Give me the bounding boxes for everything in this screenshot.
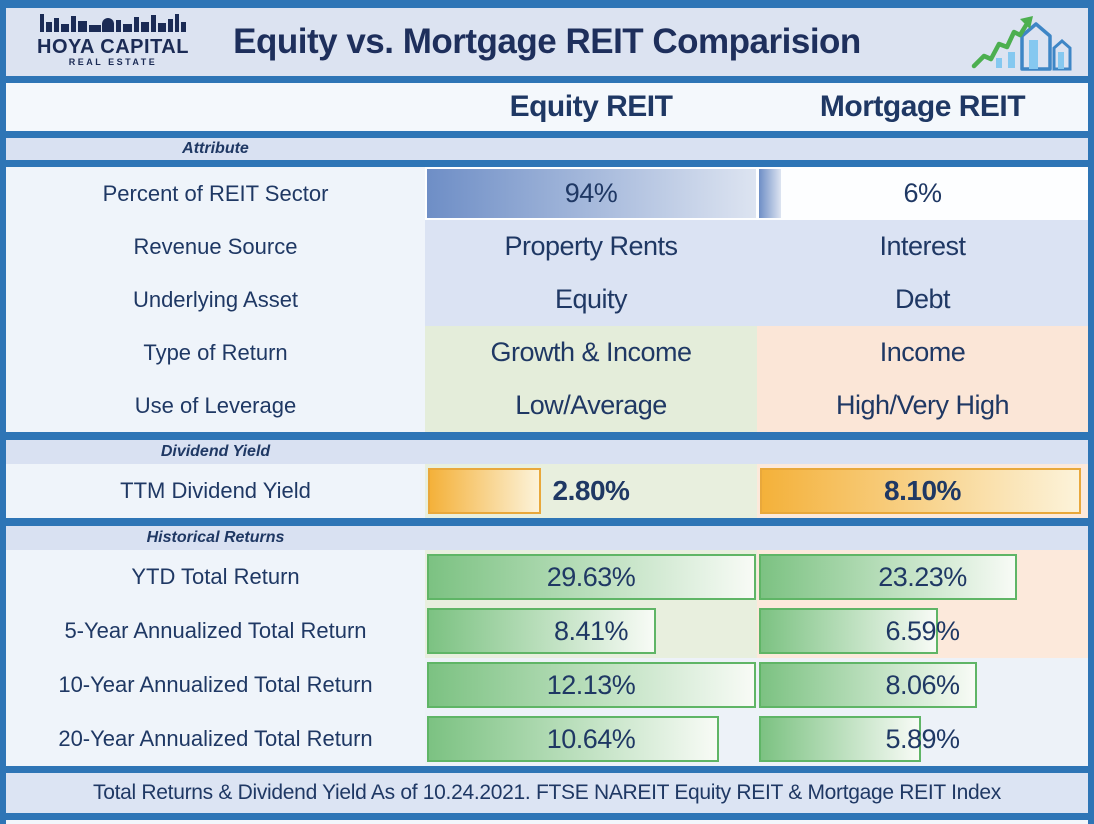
equity-return-bar (427, 554, 756, 600)
logo-wordmark: HOYA CAPITAL (37, 36, 189, 58)
mortgage-share-bar (759, 169, 781, 218)
mortgage-cell: 5.89% (757, 712, 1088, 766)
mortgage-cell: 6% (757, 167, 1088, 220)
row-use-of-leverage: Use of Leverage Low/Average High/Very Hi… (6, 379, 1088, 432)
row-ttm-dividend-yield: TTM Dividend Yield 2.80% 8.10% (6, 464, 1088, 518)
section-divider (6, 766, 1088, 773)
top-border (6, 0, 1088, 8)
footer-note: Total Returns & Dividend Yield As of 10.… (93, 781, 1001, 804)
row-label: 10-Year Annualized Total Return (6, 658, 425, 712)
row-label: Underlying Asset (6, 273, 425, 326)
mortgage-value: 5.89% (885, 723, 960, 754)
row-type-of-return: Type of Return Growth & Income Income (6, 326, 1088, 379)
equity-cell: Property Rents (425, 220, 757, 273)
logo-tagline: REAL ESTATE (68, 57, 158, 67)
page-title: Equity vs. Mortgage REIT Comparision (233, 22, 861, 61)
city-skyline-icon (40, 14, 186, 32)
section-divider (6, 518, 1088, 526)
equity-value: 94% (564, 178, 618, 208)
column-header-row: Equity REIT Mortgage REIT (6, 83, 1088, 131)
mortgage-reit-column-header: Mortgage REIT (819, 90, 1026, 123)
equity-cell: Equity (425, 273, 757, 326)
row-label: 5-Year Annualized Total Return (6, 604, 425, 658)
section-title: Historical Returns (146, 529, 285, 546)
equity-cell: 8.41% (425, 604, 757, 658)
row-label: Revenue Source (6, 220, 425, 273)
equity-return-bar (427, 608, 657, 654)
mortgage-cell: 8.06% (757, 658, 1088, 712)
row-label: Use of Leverage (6, 379, 425, 432)
row-ytd-total-return: YTD Total Return 29.63% 23.23% (6, 550, 1088, 604)
mortgage-cell: 6.59% (757, 604, 1088, 658)
mortgage-cell: Income (757, 326, 1088, 379)
section-title: Attribute (182, 140, 249, 157)
mortgage-return-bar (759, 662, 978, 708)
equity-cell: Growth & Income (425, 326, 757, 379)
equity-cell: 12.13% (425, 658, 757, 712)
growth-chart-icon (971, 16, 1072, 71)
header: HOYA CAPITAL REAL ESTATE Equity vs. Mort… (6, 8, 1088, 76)
row-20-year-annualized-total-return: 20-Year Annualized Total Return 10.64% 5… (6, 712, 1088, 766)
section-header-attribute: Attribute (6, 138, 1088, 160)
mortgage-cell: Interest (757, 220, 1088, 273)
mortgage-value: 8.10% (884, 475, 961, 506)
section-title: Dividend Yield (160, 443, 271, 460)
equity-share-bar (427, 169, 756, 218)
equity-value: 10.64% (546, 723, 636, 754)
equity-cell: Low/Average (425, 379, 757, 432)
row-5-year-annualized-total-return: 5-Year Annualized Total Return 8.41% 6.5… (6, 604, 1088, 658)
mortgage-cell: High/Very High (757, 379, 1088, 432)
section-divider (6, 432, 1088, 440)
equity-value: 2.80% (552, 475, 630, 506)
equity-value: 12.13% (546, 669, 636, 700)
row-label: TTM Dividend Yield (6, 464, 425, 518)
equity-value: 8.41% (553, 615, 629, 646)
mortgage-return-bar (759, 716, 922, 762)
equity-return-bar (427, 716, 720, 762)
mortgage-cell: 8.10% (757, 464, 1088, 518)
section-divider (6, 76, 1088, 83)
row-label: Percent of REIT Sector (6, 167, 425, 220)
row-label: 20-Year Annualized Total Return (6, 712, 425, 766)
row-label: YTD Total Return (6, 550, 425, 604)
row-label: Type of Return (6, 326, 425, 379)
section-header-historical-returns: Historical Returns (6, 526, 1088, 550)
equity-value: 29.63% (546, 561, 636, 592)
mortgage-cell: 23.23% (757, 550, 1088, 604)
empty-corner-cell (6, 83, 425, 131)
equity-cell: 2.80% (425, 464, 757, 518)
mortgage-return-bar (759, 608, 938, 654)
equity-yield-bar (428, 468, 541, 514)
equity-cell: 29.63% (425, 550, 757, 604)
mortgage-value: 8.06% (885, 669, 960, 700)
section-divider (6, 131, 1088, 138)
row-underlying-asset: Underlying Asset Equity Debt (6, 273, 1088, 326)
mortgage-value: 6% (903, 178, 942, 208)
equity-cell: 94% (425, 167, 757, 220)
mortgage-yield-bar (760, 468, 1082, 514)
row-revenue-source: Revenue Source Property Rents Interest (6, 220, 1088, 273)
row-percent-of-reit-sector: Percent of REIT Sector 94% 6% (6, 167, 1088, 220)
hoya-capital-logo: HOYA CAPITAL REAL ESTATE (28, 12, 198, 67)
equity-reit-column-header: Equity REIT (509, 90, 673, 123)
equity-cell: 10.64% (425, 712, 757, 766)
section-header-dividend-yield: Dividend Yield (6, 440, 1088, 464)
mortgage-return-bar (759, 554, 1018, 600)
bottom-border (6, 813, 1088, 820)
equity-return-bar (427, 662, 756, 708)
row-10-year-annualized-total-return: 10-Year Annualized Total Return 12.13% 8… (6, 658, 1088, 712)
mortgage-value: 6.59% (885, 615, 960, 646)
footer: Total Returns & Dividend Yield As of 10.… (6, 773, 1088, 813)
mortgage-value: 23.23% (878, 561, 967, 592)
section-divider (6, 160, 1088, 167)
mortgage-cell: Debt (757, 273, 1088, 326)
